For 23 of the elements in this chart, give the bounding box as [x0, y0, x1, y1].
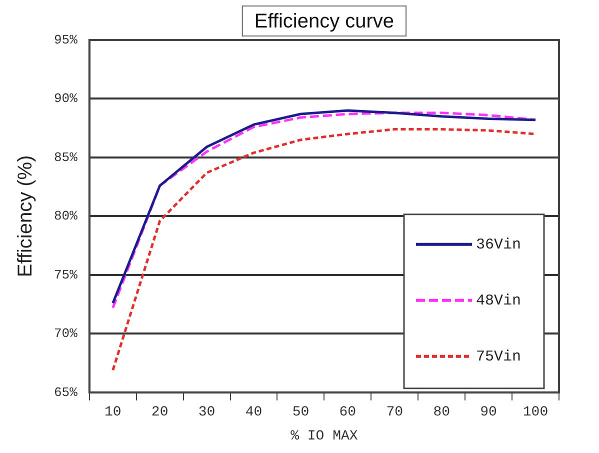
legend-label: 48Vin — [476, 292, 522, 310]
chart-title: Efficiency curve — [254, 10, 394, 33]
x-tick-label: 50 — [292, 404, 310, 421]
legend-label: 75Vin — [476, 348, 522, 366]
y-tick-label: 90% — [54, 91, 78, 106]
y-tick-label: 65% — [54, 384, 78, 400]
y-tick-label: 85% — [54, 150, 78, 165]
x-tick-label: 70 — [386, 404, 404, 421]
legend-label: 36Vin — [476, 236, 522, 254]
x-tick-label: 90 — [480, 404, 497, 421]
y-tick-label: 75% — [54, 267, 78, 282]
x-tick-label: 10 — [104, 404, 122, 421]
x-tick-label: 80 — [433, 404, 450, 421]
y-tick-label: 95% — [54, 32, 78, 48]
y-axis-title: Efficiency (%) — [14, 155, 37, 278]
x-tick-label: 100 — [522, 404, 548, 421]
y-tick-label: 70% — [54, 326, 78, 342]
x-tick-label: 40 — [245, 404, 262, 421]
x-tick-label: 30 — [198, 404, 216, 421]
x-axis-title: % IO MAX — [290, 428, 358, 444]
y-tick-label: 80% — [54, 208, 78, 224]
x-tick-label: 20 — [151, 404, 168, 421]
x-tick-label: 60 — [339, 404, 356, 421]
